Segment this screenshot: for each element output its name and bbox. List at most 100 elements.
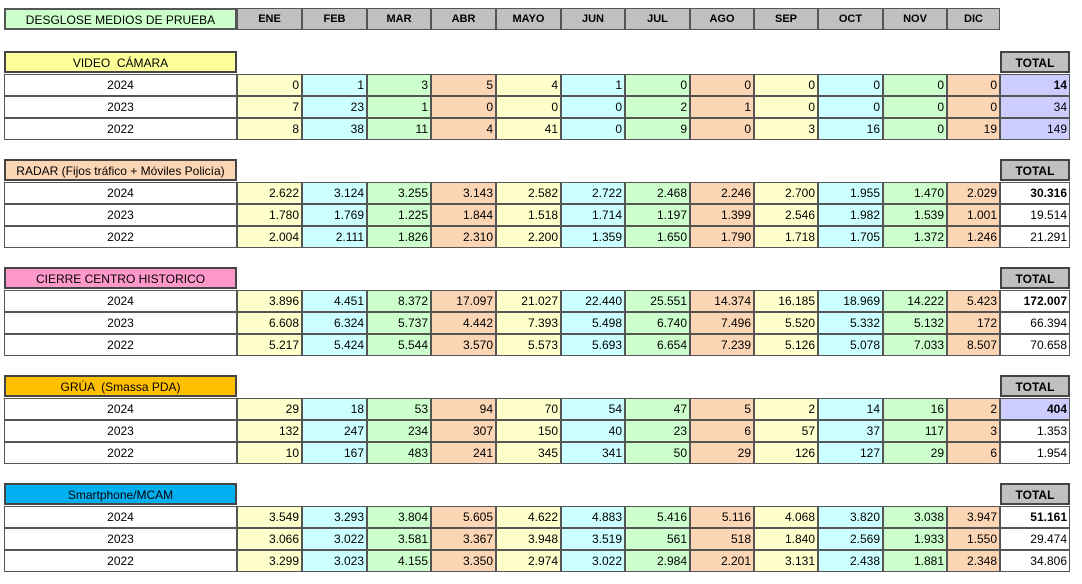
value-cell: 3.038	[883, 506, 947, 528]
value-cell: 1.705	[818, 226, 883, 248]
value-cell: 6.608	[237, 312, 302, 334]
total-cell: 66.394	[1000, 312, 1070, 334]
value-cell: 1.933	[883, 528, 947, 550]
value-cell: 2.348	[947, 550, 1000, 572]
value-cell: 5.416	[625, 506, 690, 528]
value-cell: 2	[754, 398, 818, 420]
value-cell: 241	[431, 442, 496, 464]
total-cell: 21.291	[1000, 226, 1070, 248]
year-label: 2023	[4, 96, 237, 118]
value-cell: 127	[818, 442, 883, 464]
value-cell: 234	[367, 420, 431, 442]
total-header: TOTAL	[1000, 159, 1070, 181]
month-header: FEB	[302, 8, 367, 30]
month-header: DIC	[947, 8, 1000, 30]
total-cell: 34	[1000, 96, 1070, 118]
value-cell: 1.844	[431, 204, 496, 226]
value-cell: 17.097	[431, 290, 496, 312]
value-cell: 0	[625, 74, 690, 96]
value-cell: 21.027	[496, 290, 561, 312]
value-cell: 1.001	[947, 204, 1000, 226]
value-cell: 1.790	[690, 226, 754, 248]
value-cell: 483	[367, 442, 431, 464]
value-cell: 0	[561, 118, 625, 140]
value-cell: 25.551	[625, 290, 690, 312]
value-cell: 3.549	[237, 506, 302, 528]
value-cell: 10	[237, 442, 302, 464]
value-cell: 3	[754, 118, 818, 140]
value-cell: 50	[625, 442, 690, 464]
value-cell: 1.714	[561, 204, 625, 226]
value-cell: 3.299	[237, 550, 302, 572]
value-cell: 3.581	[367, 528, 431, 550]
value-cell: 0	[883, 118, 947, 140]
value-cell: 6	[690, 420, 754, 442]
month-header: OCT	[818, 8, 883, 30]
month-header: ABR	[431, 8, 496, 30]
year-label: 2022	[4, 334, 237, 356]
value-cell: 3.066	[237, 528, 302, 550]
value-cell: 4.155	[367, 550, 431, 572]
value-cell: 5	[431, 74, 496, 96]
value-cell: 5.498	[561, 312, 625, 334]
value-cell: 18.969	[818, 290, 883, 312]
year-label: 2023	[4, 204, 237, 226]
value-cell: 5	[690, 398, 754, 420]
total-header: TOTAL	[1000, 267, 1070, 289]
value-cell: 57	[754, 420, 818, 442]
value-cell: 0	[818, 74, 883, 96]
year-label: 2022	[4, 442, 237, 464]
value-cell: 23	[302, 96, 367, 118]
value-cell: 172	[947, 312, 1000, 334]
value-cell: 0	[947, 96, 1000, 118]
total-cell: 30.316	[1000, 182, 1070, 204]
value-cell: 3.519	[561, 528, 625, 550]
value-cell: 1.769	[302, 204, 367, 226]
value-cell: 341	[561, 442, 625, 464]
section-title: RADAR (Fijos tráfico + Móviles Policía)	[4, 159, 237, 181]
total-header: TOTAL	[1000, 51, 1070, 73]
year-label: 2022	[4, 550, 237, 572]
value-cell: 2.111	[302, 226, 367, 248]
value-cell: 1.372	[883, 226, 947, 248]
value-cell: 0	[947, 74, 1000, 96]
value-cell: 6.324	[302, 312, 367, 334]
value-cell: 3.804	[367, 506, 431, 528]
header-title: DESGLOSE MEDIOS DE PRUEBA	[4, 8, 237, 30]
value-cell: 150	[496, 420, 561, 442]
value-cell: 1.955	[818, 182, 883, 204]
value-cell: 4	[431, 118, 496, 140]
value-cell: 0	[883, 74, 947, 96]
value-cell: 2.438	[818, 550, 883, 572]
value-cell: 2.201	[690, 550, 754, 572]
year-label: 2023	[4, 528, 237, 550]
value-cell: 41	[496, 118, 561, 140]
value-cell: 7.033	[883, 334, 947, 356]
value-cell: 4	[496, 74, 561, 96]
value-cell: 16.185	[754, 290, 818, 312]
value-cell: 1.225	[367, 204, 431, 226]
month-header: AGO	[690, 8, 754, 30]
value-cell: 23	[625, 420, 690, 442]
value-cell: 3.896	[237, 290, 302, 312]
value-cell: 1	[561, 74, 625, 96]
value-cell: 1.359	[561, 226, 625, 248]
value-cell: 94	[431, 398, 496, 420]
total-cell: 19.514	[1000, 204, 1070, 226]
month-header: NOV	[883, 8, 947, 30]
value-cell: 18	[302, 398, 367, 420]
value-cell: 3.131	[754, 550, 818, 572]
value-cell: 2.246	[690, 182, 754, 204]
value-cell: 3.022	[561, 550, 625, 572]
value-cell: 9	[625, 118, 690, 140]
section-title: GRÚA (Smassa PDA)	[4, 375, 237, 397]
value-cell: 37	[818, 420, 883, 442]
year-label: 2022	[4, 226, 237, 248]
value-cell: 2.622	[237, 182, 302, 204]
month-header: JUN	[561, 8, 625, 30]
value-cell: 117	[883, 420, 947, 442]
value-cell: 2.029	[947, 182, 1000, 204]
value-cell: 0	[561, 96, 625, 118]
value-cell: 3.820	[818, 506, 883, 528]
